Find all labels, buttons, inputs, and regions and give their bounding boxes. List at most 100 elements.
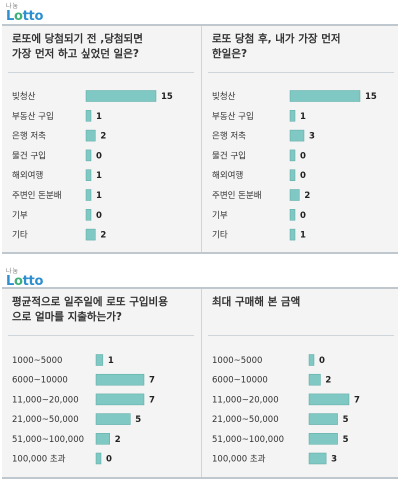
value-label: 0 [96,211,102,221]
value-label: 2 [304,191,310,201]
value-label: 2 [100,132,106,142]
value-label: 2 [325,376,331,386]
value-label: 1 [96,112,102,122]
category-label: 1000~5000 [12,356,62,366]
category-label: 기부 [12,211,28,221]
bar [289,228,296,241]
bar [308,433,338,445]
value-label: 0 [106,455,112,465]
value-label: 5 [343,415,349,425]
category-label: 21,000~50,000 [212,415,279,425]
value-label: 0 [300,211,306,221]
bar [289,149,296,162]
category-label: 21,000~50,000 [12,415,79,425]
logo-main-text: Lotto [6,9,44,24]
value-label: 0 [300,171,306,181]
category-label: 기타 [212,231,228,241]
value-label: 0 [319,356,325,366]
value-label: 15 [161,92,173,102]
bar-chart-2: 빚청산 15 부동산 구입 1 은행 저축 3 물건 구입 0 해외여행 0 주변인 돈분배 2 기부 0… [212,90,377,241]
value-label: 5 [135,415,141,425]
category-label: 부동산 구입 [12,111,54,122]
title-rule-1 [8,72,194,73]
bar-chart-4: 1000~5000 0 6000~10000 2 11,000~20,000 7 21,00… [212,354,360,465]
category-label: 해외여행 [12,170,43,181]
category-label: 주변인 돈분배 [12,190,62,201]
chart-title-3: 평균적으로 일주일에 로또 구입비용 으로 얼마를 지출하는가? [12,296,168,323]
chart-title-1: 로또에 당첨되기 전 ,당첨되면 가장 먼저 하고 싶었던 일은? [12,33,143,60]
lotto-logo-2: 나눔 Lotto [6,268,44,289]
value-label: 0 [96,151,102,161]
bar [308,413,338,425]
lotto-logo: 나눔 Lotto [6,3,43,23]
bar [95,393,145,406]
bar [95,373,145,386]
category-label: 6000~10000 [12,376,68,386]
title-rule-2 [208,72,394,73]
bar [85,189,92,201]
bar [85,90,157,102]
value-label: 5 [343,435,349,445]
bar [308,354,315,366]
category-label: 빚청산 [12,91,36,102]
bar-chart-1: 빚청산 15 부동산 구입 1 은행 저축 2 물건 구입 0 해외여행 1 주변인 돈분배 1 기부 0… [12,90,173,241]
panel-divider-top [201,26,202,252]
panel-divider-bottom [201,289,202,477]
value-label: 1 [96,171,102,181]
value-label: 1 [300,231,306,241]
bar-chart-3: 1000~5000 1 6000~10000 7 11,000~20,000 7 21,00… [12,354,155,465]
category-label: 100,000 초과 [212,455,266,465]
category-label: 해외여행 [212,170,243,181]
logo-small-text: 나눔 [6,3,20,10]
category-label: 6000~10000 [212,376,268,386]
chart-panel-4: 최대 구매해 본 금액 1000~5000 0 6000~10000 2 11,000~… [202,289,400,477]
value-label: 15 [365,92,377,102]
category-label: 물건 구입 [212,150,246,161]
chart-panel-2: 로또 당첨 후, 내가 가장 먼저 한일은? 빚청산 15 부동산 구입 1 은행 저축… [202,26,400,252]
survey-section-bottom: 평균적으로 일주일에 로또 구입비용 으로 얼마를 지출하는가? 1000~50… [2,287,398,479]
category-label: 51,000~100,000 [12,435,84,445]
category-label: 부동산 구입 [212,111,254,122]
value-label: 3 [309,132,315,142]
category-label: 11,000~20,000 [212,395,279,405]
category-label: 빚청산 [212,91,236,102]
category-label: 11,000~20,000 [12,395,79,405]
bar [289,169,296,181]
title-rule-4 [208,335,394,336]
value-label: 1 [96,191,102,201]
title-rule-3 [8,335,194,336]
chart-title-4: 최대 구매해 본 금액 [212,296,301,308]
value-label: 1 [108,356,114,366]
value-label: 7 [149,376,155,386]
chart-title-2: 로또 당첨 후, 내가 가장 먼저 한일은? [212,33,341,60]
chart-panel-1: 로또에 당첨되기 전 ,당첨되면 가장 먼저 하고 싶었던 일은? 빚청산 15 부… [2,26,200,252]
value-label: 7 [149,395,155,405]
bar [289,110,296,122]
bar [85,169,92,181]
category-label: 51,000~100,000 [212,435,284,445]
bar [308,452,327,465]
bar [289,90,361,102]
bar [289,209,296,221]
category-label: 물건 구입 [12,150,46,161]
bar [289,129,305,142]
bar [308,373,321,386]
value-label: 0 [300,151,306,161]
category-label: 은행 저축 [212,131,246,142]
bar [85,149,92,162]
bar [85,129,96,142]
value-label: 2 [115,435,121,445]
value-label: 3 [331,455,337,465]
bar [85,228,96,241]
bar [85,110,92,122]
category-label: 기타 [12,231,28,241]
bar [95,354,104,366]
value-label: 7 [354,395,360,405]
category-label: 기부 [212,211,228,221]
chart-panel-3: 평균적으로 일주일에 로또 구입비용 으로 얼마를 지출하는가? 1000~50… [2,289,200,477]
bar [95,413,131,425]
bar [289,189,300,201]
category-label: 주변인 돈분배 [212,190,262,201]
bar [85,209,92,221]
bar [95,452,102,465]
